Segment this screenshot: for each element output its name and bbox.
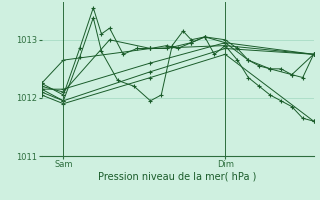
X-axis label: Pression niveau de la mer( hPa ): Pression niveau de la mer( hPa ) xyxy=(99,172,257,182)
